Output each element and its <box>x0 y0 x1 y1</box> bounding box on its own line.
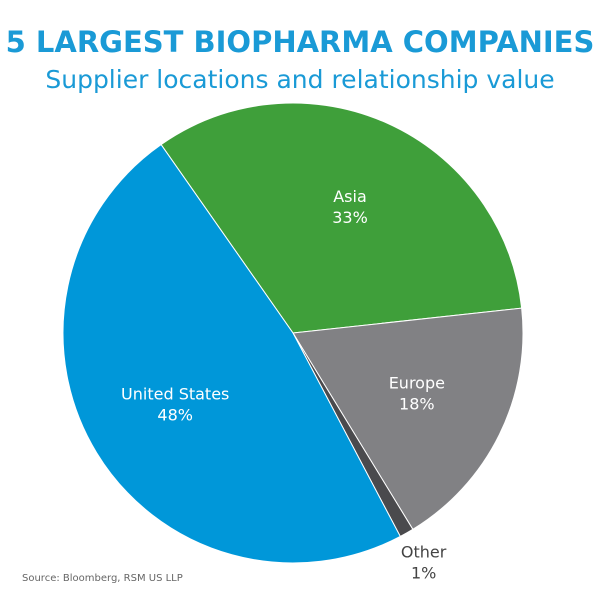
pie-slice <box>160 102 523 334</box>
source-note: Source: Bloomberg, RSM US LLP <box>22 573 183 584</box>
slice-label: United States <box>121 384 229 403</box>
slice-label: Asia <box>333 187 367 206</box>
slice-label: Other <box>401 542 447 561</box>
slice-label: Europe <box>389 373 445 392</box>
slice-value-label: 48% <box>157 405 193 424</box>
pie-slice <box>292 307 524 531</box>
slice-value-label: 18% <box>399 394 435 413</box>
slice-value-label: 33% <box>332 208 368 227</box>
chart-title: 5 LARGEST BIOPHARMA COMPANIES <box>6 25 595 59</box>
pie-slice <box>62 143 401 564</box>
chart-subtitle: Supplier locations and relationship valu… <box>45 65 554 94</box>
slice-value-label: 1% <box>411 563 436 582</box>
